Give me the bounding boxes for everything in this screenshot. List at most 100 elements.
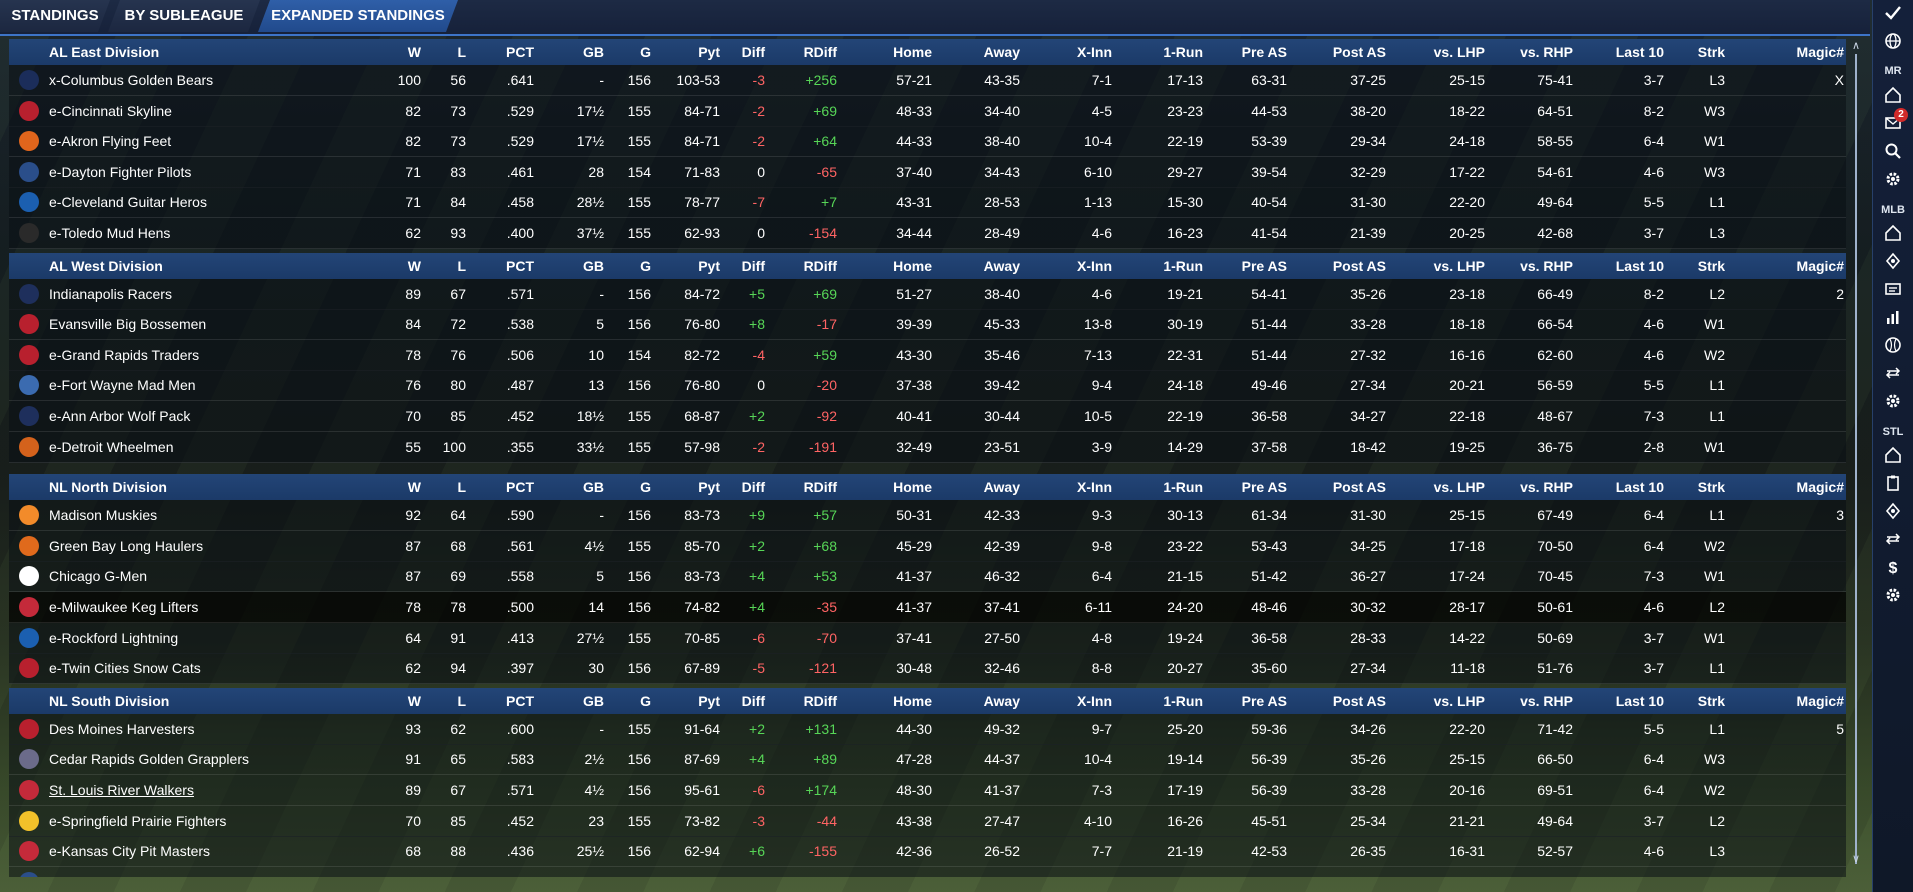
- column-header-pre-as[interactable]: Pre AS: [1241, 692, 1287, 709]
- gear-icon[interactable]: [1873, 582, 1913, 608]
- team-name-link[interactable]: e-Akron Flying Feet: [49, 133, 172, 150]
- column-header-pct[interactable]: PCT: [506, 257, 534, 274]
- tab-by-subleague[interactable]: BY SUBLEAGUE: [108, 0, 260, 32]
- team-name-link[interactable]: Indianapolis Racers: [49, 285, 172, 302]
- column-header-l[interactable]: L: [457, 479, 466, 496]
- search-icon[interactable]: [1873, 138, 1913, 164]
- column-header-pyt[interactable]: Pyt: [698, 44, 720, 60]
- column-header-1-run[interactable]: 1-Run: [1163, 44, 1203, 60]
- team-name-link[interactable]: e-Detroit Wheelmen: [49, 438, 174, 455]
- column-header-pyt[interactable]: Pyt: [698, 257, 720, 274]
- column-header-gb[interactable]: GB: [583, 692, 604, 709]
- table-row[interactable]: e-Fort Wayne Mad Men 76 80 .487 13 156 76-80 0 -…: [9, 370, 1846, 402]
- column-header-vs-lhp[interactable]: vs. LHP: [1433, 44, 1485, 60]
- table-row[interactable]: Madison Muskies 92 64 .590 - 156 83-73 +9 +57 50-…: [9, 500, 1846, 532]
- transfer-icon[interactable]: [1873, 526, 1913, 552]
- gear-icon[interactable]: [1873, 166, 1913, 192]
- column-header-g[interactable]: G: [640, 692, 651, 709]
- column-header-magic-[interactable]: Magic#: [1796, 44, 1844, 60]
- table-row[interactable]: x-Columbus Golden Bears 100 56 .641 - 156 103-…: [9, 65, 1846, 96]
- scroll-up-arrow[interactable]: ∧: [1851, 40, 1861, 52]
- id-card-icon[interactable]: [1873, 276, 1913, 302]
- column-header-last-10[interactable]: Last 10: [1615, 692, 1664, 709]
- table-row[interactable]: e-Dayton Fighter Pilots 71 83 .461 28 154 71-8…: [9, 156, 1846, 188]
- column-header-gb[interactable]: GB: [583, 479, 604, 496]
- table-row[interactable]: St. Louis River Walkers 89 67 .571 4½ 156 95-6…: [9, 775, 1846, 806]
- column-header-1-run[interactable]: 1-Run: [1163, 479, 1203, 496]
- column-header-away[interactable]: Away: [983, 479, 1020, 496]
- map-pin-icon[interactable]: [1873, 248, 1913, 274]
- column-header-magic-[interactable]: Magic#: [1796, 692, 1844, 709]
- column-header-vs-rhp[interactable]: vs. RHP: [1520, 692, 1573, 709]
- table-row[interactable]: e-Grand Rapids Traders 78 76 .506 10 154 82-72…: [9, 339, 1846, 371]
- column-header-rdiff[interactable]: RDiff: [803, 257, 837, 274]
- team-name-link[interactable]: Green Bay Long Haulers: [49, 537, 204, 554]
- column-header-home[interactable]: Home: [893, 44, 932, 60]
- team-name-link[interactable]: e-Rockford Lightning: [49, 629, 179, 646]
- team-name-link[interactable]: e-Grand Rapids Traders: [49, 346, 200, 363]
- table-row[interactable]: Green Bay Long Haulers 87 68 .561 4½ 155 85-70…: [9, 530, 1846, 562]
- team-name-link[interactable]: x-Columbus Golden Bears: [49, 72, 214, 88]
- column-header-post-as[interactable]: Post AS: [1332, 257, 1386, 274]
- table-row[interactable]: e-Rockford Lightning 64 91 .413 27½ 155 70-85 -…: [9, 622, 1846, 654]
- bar-chart-icon[interactable]: [1873, 304, 1913, 330]
- column-header-vs-lhp[interactable]: vs. LHP: [1433, 692, 1485, 709]
- table-row[interactable]: Des Moines Harvesters 93 62 .600 - 155 91-64 +2…: [9, 713, 1846, 745]
- table-row[interactable]: e-Springfield Prairie Fighters 70 85 .452 23…: [9, 805, 1846, 837]
- column-header-diff[interactable]: Diff: [741, 479, 765, 496]
- globe-icon[interactable]: [1873, 28, 1913, 54]
- team-name-link[interactable]: e-Toledo Mud Hens: [49, 225, 171, 241]
- team-name-link[interactable]: e-Dayton Fighter Pilots: [49, 163, 192, 180]
- column-header-vs-rhp[interactable]: vs. RHP: [1520, 479, 1573, 496]
- table-row[interactable]: Indianapolis Racers 89 67 .571 - 156 84-72 +5 +6…: [9, 278, 1846, 310]
- column-header-rdiff[interactable]: RDiff: [803, 44, 837, 60]
- team-name-link[interactable]: e-Cleveland Guitar Heros: [49, 194, 207, 211]
- team-name-link[interactable]: Evansville Big Bossemen: [49, 316, 207, 333]
- column-header-away[interactable]: Away: [983, 692, 1020, 709]
- column-header-diff[interactable]: Diff: [741, 257, 765, 274]
- table-row[interactable]: Evansville Big Bossemen 84 72 .538 5 156 76-80…: [9, 309, 1846, 341]
- scrollbar[interactable]: ∧ ∨: [1852, 40, 1860, 872]
- team-name-link[interactable]: St. Louis River Walkers: [49, 782, 194, 798]
- table-row[interactable]: e-Ann Arbor Wolf Pack 70 85 .452 18½ 155 68-87…: [9, 401, 1846, 432]
- column-header-l[interactable]: L: [457, 44, 466, 60]
- column-header-post-as[interactable]: Post AS: [1332, 44, 1386, 60]
- column-header-w[interactable]: W: [407, 257, 421, 274]
- team-name-link[interactable]: Chicago G-Men: [49, 568, 148, 585]
- mail-icon[interactable]: 2: [1873, 108, 1913, 136]
- column-header-1-run[interactable]: 1-Run: [1163, 692, 1203, 709]
- column-header-gb[interactable]: GB: [583, 44, 604, 60]
- table-row[interactable]: e-Detroit Wheelmen 55 100 .355 33½ 155 57-98 -2…: [9, 431, 1846, 463]
- column-header-vs-rhp[interactable]: vs. RHP: [1520, 257, 1573, 274]
- column-header-pct[interactable]: PCT: [506, 692, 534, 709]
- column-header-w[interactable]: W: [407, 692, 421, 709]
- column-header-x-inn[interactable]: X-Inn: [1077, 692, 1112, 709]
- scroll-down-arrow[interactable]: ∨: [1851, 853, 1861, 865]
- column-header-pre-as[interactable]: Pre AS: [1241, 479, 1287, 496]
- team-name-link[interactable]: e-Springfield Prairie Fighters: [49, 812, 227, 829]
- column-header-g[interactable]: G: [640, 479, 651, 496]
- table-row[interactable]: e-Kansas City Pit Masters 68 88 .436 25½ 156 6…: [9, 836, 1846, 868]
- home-icon[interactable]: [1873, 82, 1913, 108]
- scroll-thumb[interactable]: [1855, 54, 1857, 864]
- map-pin-icon[interactable]: [1873, 498, 1913, 524]
- column-header-l[interactable]: L: [457, 692, 466, 709]
- table-row[interactable]: e-Cleveland Guitar Heros 71 84 .458 28½ 155 78…: [9, 187, 1846, 219]
- column-header-vs-lhp[interactable]: vs. LHP: [1433, 479, 1485, 496]
- column-header-vs-lhp[interactable]: vs. LHP: [1433, 257, 1485, 274]
- team-name-link[interactable]: Madison Muskies: [49, 507, 158, 524]
- column-header-x-inn[interactable]: X-Inn: [1077, 479, 1112, 496]
- home-icon[interactable]: [1873, 220, 1913, 246]
- column-header-x-inn[interactable]: X-Inn: [1077, 44, 1112, 60]
- column-header-home[interactable]: Home: [893, 692, 932, 709]
- column-header-home[interactable]: Home: [893, 479, 932, 496]
- team-name-link[interactable]: e-Fort Wayne Mad Men: [49, 377, 196, 394]
- column-header-post-as[interactable]: Post AS: [1332, 692, 1386, 709]
- table-row[interactable]: e-Akron Flying Feet 82 73 .529 17½ 155 84-71 -2…: [9, 126, 1846, 158]
- column-header-strk[interactable]: Strk: [1697, 44, 1725, 60]
- home-icon[interactable]: [1873, 442, 1913, 468]
- column-header-away[interactable]: Away: [983, 44, 1020, 60]
- column-header-vs-rhp[interactable]: vs. RHP: [1520, 44, 1573, 60]
- table-row[interactable]: e-Toledo Mud Hens 62 93 .400 37½ 155 62-93 0 -15…: [9, 218, 1846, 249]
- column-header-away[interactable]: Away: [983, 257, 1020, 274]
